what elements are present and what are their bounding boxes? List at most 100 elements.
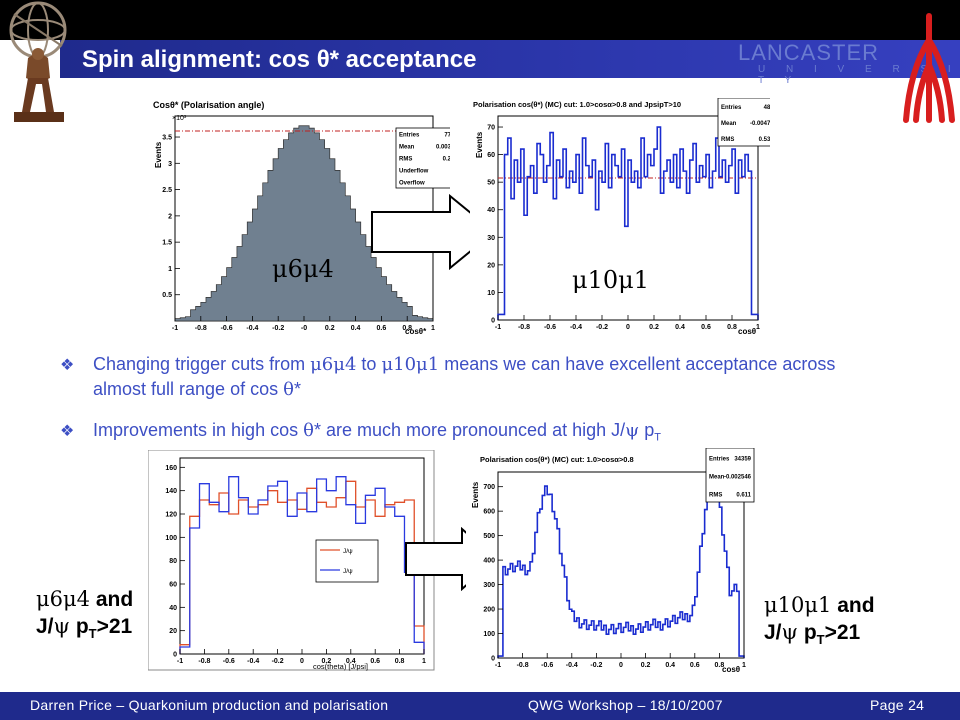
- slide-title: Spin alignment: cos θ* acceptance: [82, 46, 477, 73]
- plot4-ytick: 0: [491, 656, 495, 663]
- plot4-stat-name: Entries: [709, 457, 730, 463]
- plot2-xtick: 0: [626, 324, 630, 331]
- plot1-xtick: -0.4: [246, 325, 258, 332]
- plot3-ytick: 100: [165, 535, 177, 542]
- plot3-xtick: 0.8: [395, 658, 405, 665]
- plot4-xtick: -0.2: [590, 662, 602, 669]
- plot2-xtick: 1: [756, 324, 760, 331]
- plot4-ytick: 700: [483, 484, 495, 491]
- title-bar: [60, 40, 960, 78]
- atlas-logo: [9, 1, 67, 122]
- plot3-ytick: 0: [173, 652, 177, 659]
- plot3-xtick: 0: [300, 658, 304, 665]
- lancaster-wordmark: LANCASTER: [738, 40, 880, 65]
- plot3-xlabel: cos(theta) [J/psi]: [313, 662, 368, 671]
- plot1-ytick: 0.5: [162, 292, 172, 299]
- plot4-stat-name: RMS: [709, 493, 722, 499]
- plot2-ytick: 20: [487, 262, 495, 269]
- plot1-stat-name: Underflow: [399, 168, 429, 174]
- plot1-xtick: -0: [301, 325, 307, 332]
- footer-event: QWG Workshop – 18/10/2007: [528, 697, 723, 713]
- plot4-ylabel: Events: [471, 481, 480, 508]
- plot1-ytick: 3: [168, 161, 172, 168]
- plot3-xtick: 0.4: [346, 658, 356, 665]
- university-wordmark: U N I V E R S I T Y: [758, 64, 960, 86]
- plot3-ytick: 20: [169, 628, 177, 635]
- plot1-scale: ×10³: [172, 115, 187, 122]
- plot1-stat-value: 0.003328: [436, 144, 450, 150]
- plot4-ytick: 500: [483, 533, 495, 540]
- plot3-legend: J/ψ J/ψ: [315, 539, 379, 583]
- plot-cos-theta-mu10mu1: Polarisation cos(θ*) (MC) cut: 1.0>cosα>…: [470, 98, 770, 340]
- plot3-ytick: 140: [165, 488, 177, 495]
- plot3-xtick: -1: [177, 658, 183, 665]
- footer-author: Darren Price – Quarkonium production and…: [30, 697, 389, 713]
- bullet-high-pt: ❖ Improvements in high cos θ* are much m…: [60, 418, 860, 446]
- plot2-ytick: 40: [487, 207, 495, 214]
- plot3-xtick: 0.6: [370, 658, 380, 665]
- plot2-ylabel: Events: [475, 131, 484, 158]
- plot1-xlabel: cosθ*: [405, 327, 427, 336]
- plot2-ytick: 60: [487, 152, 495, 159]
- plot1-stat-value: 0.2972: [443, 156, 450, 162]
- plot2-xtick: -1: [495, 324, 501, 331]
- plot-cos-theta-mu10mu1-broad: Polarisation cos(θ*) (MC) cut: 1.0>cosα>…: [466, 448, 756, 676]
- top-black-bar: [0, 0, 960, 40]
- plot2-trigger-label: μ10μ1: [572, 266, 650, 294]
- plot4-ytick: 300: [483, 582, 495, 589]
- plot3-ytick: 80: [169, 558, 177, 565]
- plot2-stat-value: 4837: [764, 105, 770, 111]
- bullet-text: Changing trigger cuts from μ6μ4 to μ10μ1…: [93, 354, 836, 400]
- plot2-ytick: 50: [487, 180, 495, 187]
- plot2-stat-name: Mean: [721, 121, 737, 127]
- plot1-ytick: 3.5: [162, 135, 172, 142]
- plot2-xtick: 0.2: [649, 324, 659, 331]
- plot3-ytick: 160: [165, 465, 177, 472]
- plot3-xtick: 0.2: [322, 658, 332, 665]
- plot1-stat-name: Mean: [399, 144, 415, 150]
- bullet-diamond-icon: ❖: [60, 423, 75, 440]
- plot1-xtick: 0.4: [351, 325, 361, 332]
- plot1-stat-name: Overflow: [399, 180, 425, 186]
- plot4-stat-value: -0.002546: [724, 475, 752, 481]
- plot1-xtick: -1: [172, 325, 178, 332]
- plot4-xtick: -0.8: [517, 662, 529, 669]
- plot1-trigger-label: μ6μ4: [272, 255, 334, 283]
- plot4-xtick: 0.4: [665, 662, 675, 669]
- plot4-stat-name: Mean: [709, 475, 725, 481]
- plot4-xtick: 0: [619, 662, 623, 669]
- plot1-ytick: 2: [168, 213, 172, 220]
- plot1-xtick: 1: [431, 325, 435, 332]
- plot1-xtick: -0.2: [272, 325, 284, 332]
- plot1-ytick: 1: [168, 266, 172, 273]
- plot1-xtick: -0.8: [195, 325, 207, 332]
- plot1-stat-name: Entries: [399, 132, 420, 138]
- plot2-ytick: 0: [491, 318, 495, 325]
- plot2-ytick: 30: [487, 235, 495, 242]
- plot1-ytick: 2.5: [162, 187, 172, 194]
- plot4-xtick: -1: [495, 662, 501, 669]
- plot3-xtick: -0.2: [272, 658, 284, 665]
- right-cut-label: μ10μ1 and J/ψ pT>21: [764, 593, 875, 648]
- plot1-xtick: 0.8: [402, 325, 412, 332]
- plot4-ytick: 200: [483, 607, 495, 614]
- plot4-ytick: 100: [483, 631, 495, 638]
- plot4-xtick: 0.6: [690, 662, 700, 669]
- plot4-xtick: -0.4: [566, 662, 578, 669]
- plot3-ytick: 40: [169, 605, 177, 612]
- bullet-trigger-cuts: ❖ Changing trigger cuts from μ6μ4 to μ10…: [60, 352, 860, 404]
- plot2-xtick: -0.8: [518, 324, 530, 331]
- plot2-stat-name: RMS: [721, 137, 734, 143]
- plot4-stat-value: 34359: [734, 457, 751, 463]
- plot3-ytick: 60: [169, 582, 177, 589]
- plot2-stat-value: 0.5341: [759, 137, 770, 143]
- plot2-xtick: -0.6: [544, 324, 556, 331]
- plot3-xtick: 1: [422, 658, 426, 665]
- bullet-text: Improvements in high cos θ* are much mor…: [93, 420, 661, 444]
- plot3-legend-1: J/ψ: [343, 548, 353, 555]
- plot1-xtick: 0.6: [377, 325, 387, 332]
- plot4-ytick: 400: [483, 558, 495, 565]
- plot2-ytick: 70: [487, 125, 495, 132]
- plot4-xtick: 1: [742, 662, 746, 669]
- plot4-xtick: 0.8: [715, 662, 725, 669]
